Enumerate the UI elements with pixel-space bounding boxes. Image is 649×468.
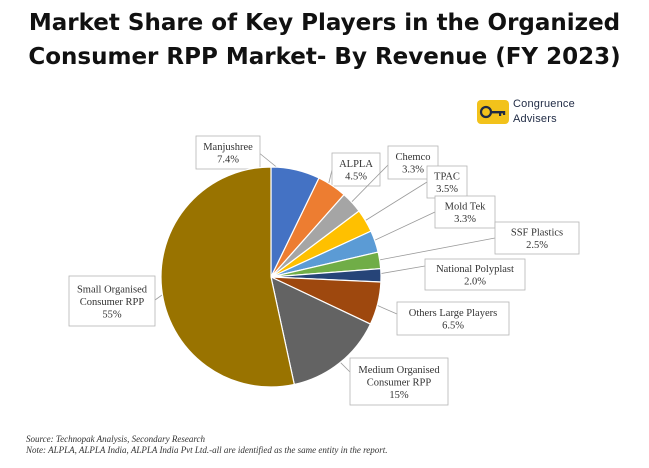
slice-name-label: Chemco — [396, 152, 431, 163]
slice-value-label: 3.5% — [436, 184, 458, 195]
slice-value-label: 4.5% — [345, 172, 367, 183]
slice-value-label: 15% — [389, 390, 409, 401]
key-icon — [477, 100, 509, 124]
pie-slice-small-organised-consumer-rpp — [160, 166, 296, 388]
logo-text-line2: Advisers — [513, 113, 557, 125]
callout-leader-line — [368, 237, 496, 263]
chart-notes: Source: Technopak Analysis, Secondary Re… — [26, 434, 388, 456]
callout-leader-line — [355, 181, 428, 227]
callout-box — [424, 258, 526, 291]
slice-name-label: TPAC — [434, 172, 460, 183]
callout-leader-line — [364, 211, 436, 246]
slice-name-label: Consumer RPP — [80, 297, 145, 308]
slice-value-label: 55% — [102, 309, 122, 320]
callout-box — [68, 275, 156, 327]
slice-name-label: Medium Organised — [358, 365, 440, 376]
slice-name-label: Manjushree — [203, 142, 253, 153]
pie-callouts: Manjushree 7.4% ALPLA 4.5% Chemco 3.3% TPAC3.5… — [68, 135, 580, 406]
callout-box — [331, 152, 381, 187]
pie-slices — [160, 166, 382, 388]
chart-title-line2: Consumer RPP Market- By Revenue (FY 2023… — [28, 44, 621, 70]
callout-box — [195, 135, 261, 170]
slice-value-label: 3.3% — [402, 165, 424, 176]
slice-value-label: 3.3% — [454, 214, 476, 225]
slice-value-label: 7.4% — [217, 155, 239, 166]
slice-name-label: ALPLA — [339, 159, 373, 170]
slice-name-label: SSF Plastics — [511, 228, 563, 239]
callout-box — [434, 195, 496, 229]
slice-name-label: Others Large Players — [409, 308, 497, 319]
callout-box — [387, 145, 439, 180]
slice-name-label: National Polyplast — [436, 264, 514, 275]
slice-name-label: Consumer RPP — [367, 377, 432, 388]
chart-title: Market Share of Key Players in the Organ… — [0, 6, 649, 74]
callout-box — [494, 221, 580, 255]
chart-title-line1: Market Share of Key Players in the Organ… — [28, 10, 621, 36]
callout-box — [396, 301, 510, 336]
slice-name-label: Mold Tek — [445, 202, 487, 213]
logo-text-line1: Congruence — [513, 98, 575, 110]
slice-name-label: Small Organised — [77, 284, 148, 295]
slice-value-label: 2.0% — [464, 277, 486, 288]
callout-box — [349, 357, 449, 406]
pie-slice-medium-organised-consumer-rpp — [270, 275, 372, 386]
congruence-advisers-logo: Congruence Advisers — [475, 96, 595, 128]
slice-value-label: 6.5% — [442, 321, 464, 332]
footnote: Note: ALPLA, ALPLA India, ALPLA India Pv… — [26, 445, 388, 455]
source-note: Source: Technopak Analysis, Secondary Re… — [26, 434, 206, 444]
slice-value-label: 2.5% — [526, 240, 548, 251]
